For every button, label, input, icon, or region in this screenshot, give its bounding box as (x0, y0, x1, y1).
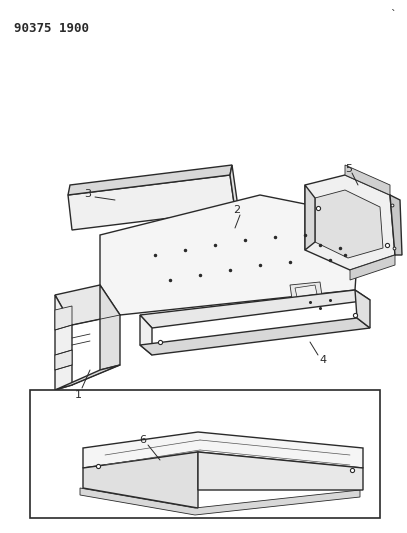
Polygon shape (55, 365, 120, 390)
Polygon shape (305, 175, 395, 270)
Polygon shape (390, 195, 402, 255)
Text: 4: 4 (319, 355, 326, 365)
Text: 90375 1900: 90375 1900 (14, 22, 89, 35)
Polygon shape (100, 195, 360, 315)
Polygon shape (355, 290, 370, 328)
Text: 5: 5 (346, 164, 352, 174)
Polygon shape (230, 165, 237, 210)
Polygon shape (83, 452, 198, 508)
Polygon shape (140, 315, 152, 355)
Polygon shape (68, 165, 232, 195)
Polygon shape (140, 290, 370, 328)
Polygon shape (55, 350, 72, 370)
Polygon shape (55, 285, 120, 325)
Polygon shape (140, 318, 370, 355)
Text: 1: 1 (74, 390, 81, 400)
Polygon shape (55, 295, 72, 390)
Polygon shape (295, 285, 317, 297)
Polygon shape (83, 432, 363, 468)
Polygon shape (350, 255, 395, 280)
Polygon shape (55, 306, 72, 330)
Polygon shape (80, 488, 360, 515)
Text: `: ` (390, 10, 396, 20)
Polygon shape (100, 285, 120, 370)
Polygon shape (345, 165, 390, 195)
Text: 6: 6 (140, 435, 147, 445)
Bar (30, 390, 380, 518)
Polygon shape (290, 282, 322, 299)
Polygon shape (305, 185, 315, 250)
Text: 2: 2 (234, 205, 241, 215)
Polygon shape (198, 452, 363, 490)
Text: 3: 3 (85, 189, 92, 199)
Polygon shape (68, 175, 235, 230)
Polygon shape (315, 190, 383, 258)
